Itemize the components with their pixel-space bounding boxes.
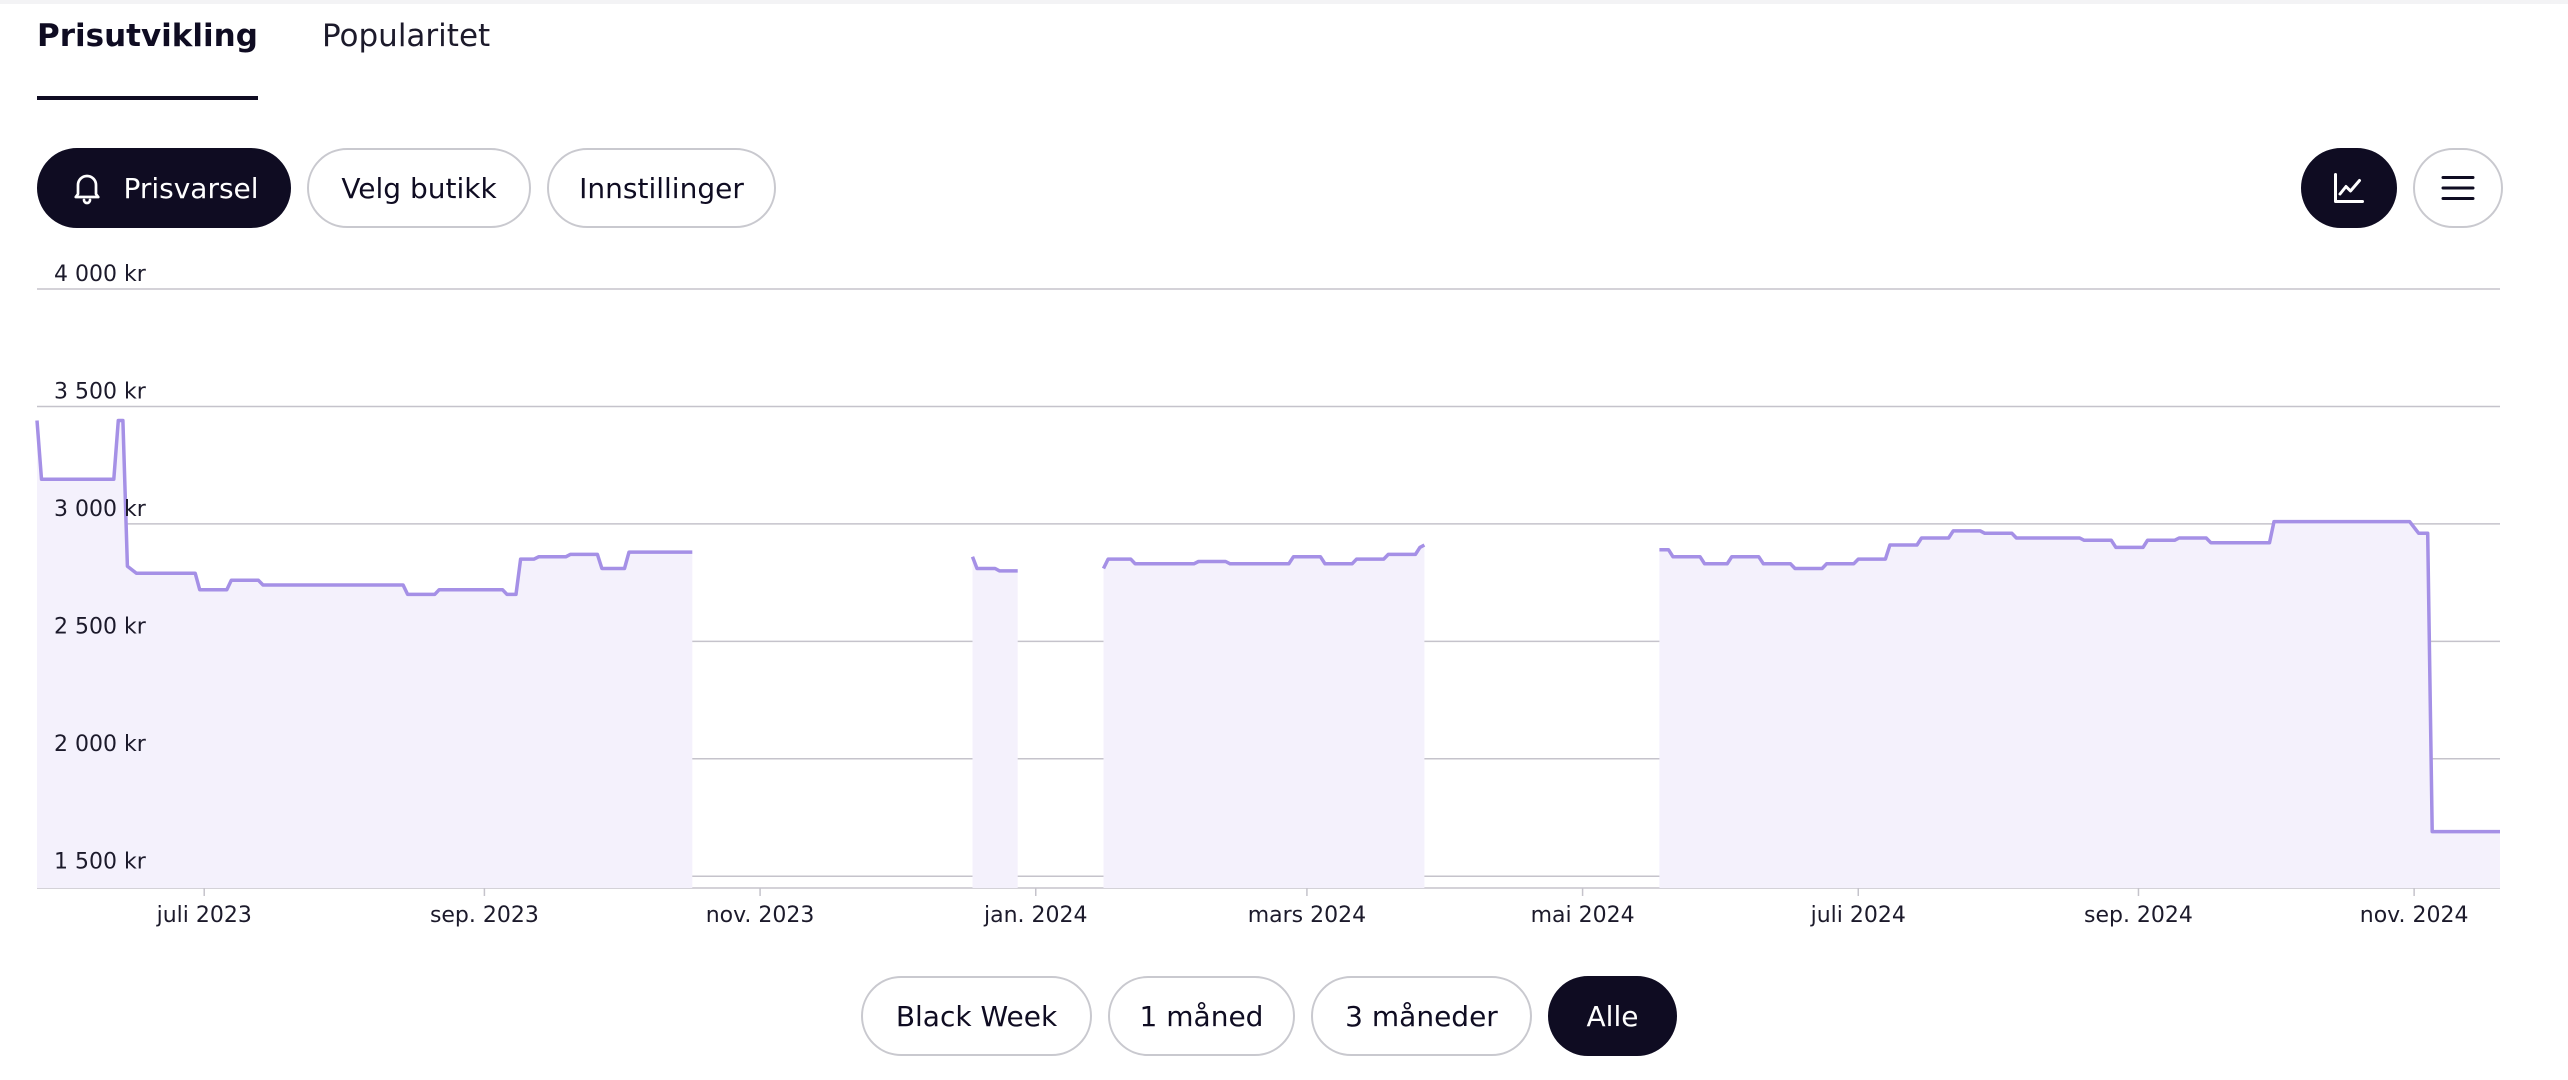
- x-tick-label: nov. 2023: [706, 903, 815, 928]
- x-tick-label: mars 2024: [1248, 903, 1366, 928]
- x-tick-label: jan. 2024: [983, 903, 1088, 928]
- y-tick-label: 4 000 kr: [54, 262, 147, 287]
- x-tick-label: juli 2023: [156, 903, 252, 928]
- y-axis-labels: 4 000 kr 3 500 kr 3 000 kr 2 500 kr 2 000 kr…: [54, 262, 147, 874]
- line-chart-icon: [2331, 170, 2367, 206]
- x-tick-label: juli 2024: [1810, 903, 1906, 928]
- y-tick-label: 2 000 kr: [54, 732, 147, 757]
- y-tick-label: 1 500 kr: [54, 849, 147, 874]
- price-history-chart: 4 000 kr 3 500 kr 3 000 kr 2 500 kr 2 000 kr…: [35, 262, 2500, 928]
- tab-prisutvikling[interactable]: Prisutvikling: [37, 0, 258, 100]
- price-alert-button[interactable]: Prisvarsel: [37, 148, 291, 228]
- bell-icon: [69, 170, 105, 206]
- price-line-segment: [1659, 519, 2500, 834]
- price-area-segment: [1659, 521, 2500, 888]
- y-tick-label: 2 500 kr: [54, 614, 147, 639]
- settings-button[interactable]: Innstillinger: [547, 148, 776, 228]
- price-alert-label: Prisvarsel: [123, 171, 259, 205]
- range-1-month-button[interactable]: 1 måned: [1108, 976, 1295, 1056]
- chart-view-button[interactable]: [2301, 148, 2397, 228]
- tab-popularitet[interactable]: Popularitet: [321, 18, 491, 54]
- tab-bar: Prisutvikling Popularitet: [37, 0, 554, 100]
- x-tick-label: sep. 2023: [430, 903, 539, 928]
- price-area-segment: [37, 420, 693, 888]
- x-tick-label: sep. 2024: [2084, 903, 2193, 928]
- select-store-button[interactable]: Velg butikk: [307, 148, 531, 228]
- x-tick-label: nov. 2024: [2360, 903, 2469, 928]
- price-line: [35, 418, 2500, 834]
- price-area: [37, 420, 2500, 888]
- range-black-week-button[interactable]: Black Week: [861, 976, 1092, 1056]
- price-area-segment: [972, 556, 1018, 888]
- range-all-button[interactable]: Alle: [1548, 976, 1677, 1056]
- range-3-months-button[interactable]: 3 måneder: [1311, 976, 1532, 1056]
- y-tick-label: 3 000 kr: [54, 497, 147, 522]
- price-line-segment: [35, 418, 693, 597]
- price-area-segment: [1103, 545, 1425, 888]
- top-divider: [0, 0, 2568, 4]
- x-axis: juli 2023 sep. 2023 nov. 2023 jan. 2024 mars…: [156, 888, 2469, 928]
- x-tick-label: mai 2024: [1531, 903, 1635, 928]
- price-line-segment: [970, 556, 1018, 573]
- price-line-segment: [1101, 543, 1426, 570]
- hamburger-list-icon: [2440, 173, 2476, 203]
- list-view-button[interactable]: [2413, 148, 2503, 228]
- y-tick-label: 3 500 kr: [54, 379, 147, 404]
